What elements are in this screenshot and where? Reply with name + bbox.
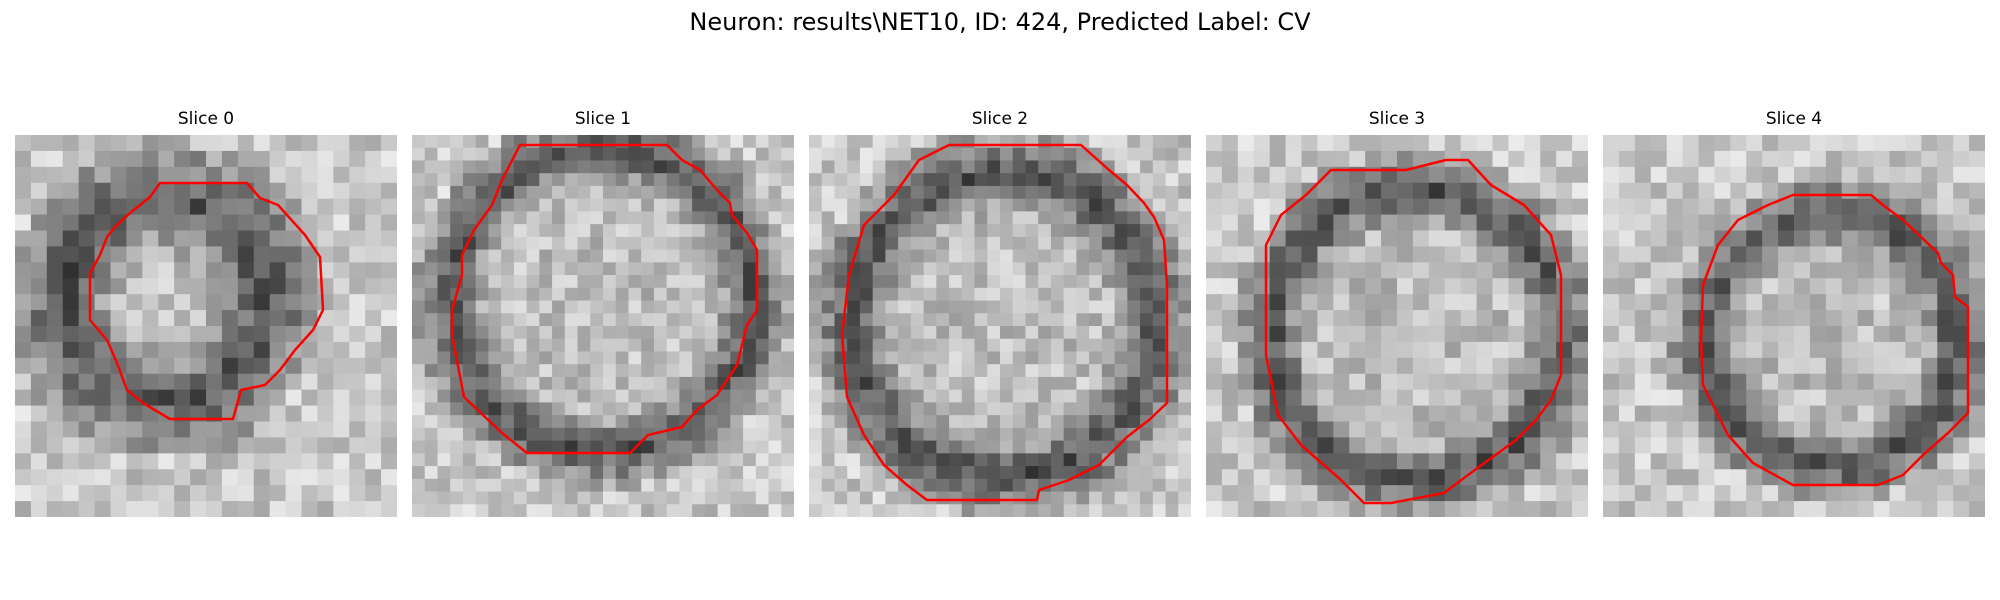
slice-title: Slice 1: [574, 109, 632, 129]
slice-title: Slice 2: [971, 109, 1029, 129]
grayscale-pixels: [412, 135, 794, 517]
slice-title: Slice 4: [1765, 109, 1823, 129]
figure-title: Neuron: results\NET10, ID: 424, Predicte…: [689, 8, 1311, 36]
slice-panel-0: Slice 0: [15, 108, 397, 517]
slice-panel-3: Slice 3: [1206, 108, 1588, 517]
roi-contour: [1264, 158, 1563, 505]
slice-title: Slice 0: [177, 109, 235, 129]
grayscale-pixels: [809, 135, 1191, 517]
slice-image: [15, 135, 397, 517]
slice-image: [1206, 135, 1588, 517]
grayscale-pixels: [15, 135, 397, 517]
slice-panel-4: Slice 4: [1603, 108, 1985, 517]
slice-title: Slice 3: [1368, 109, 1426, 129]
roi-contour: [450, 143, 759, 455]
grayscale-pixels: [1206, 135, 1588, 517]
roi-contour: [840, 143, 1169, 502]
roi-contour: [88, 181, 325, 421]
slice-image: [412, 135, 794, 517]
roi-contour: [1699, 193, 1970, 487]
slice-panel-1: Slice 1: [412, 108, 794, 517]
slice-image: [809, 135, 1191, 517]
slice-image: [1603, 135, 1985, 517]
slice-panel-2: Slice 2: [809, 108, 1191, 517]
grayscale-pixels: [1603, 135, 1985, 517]
